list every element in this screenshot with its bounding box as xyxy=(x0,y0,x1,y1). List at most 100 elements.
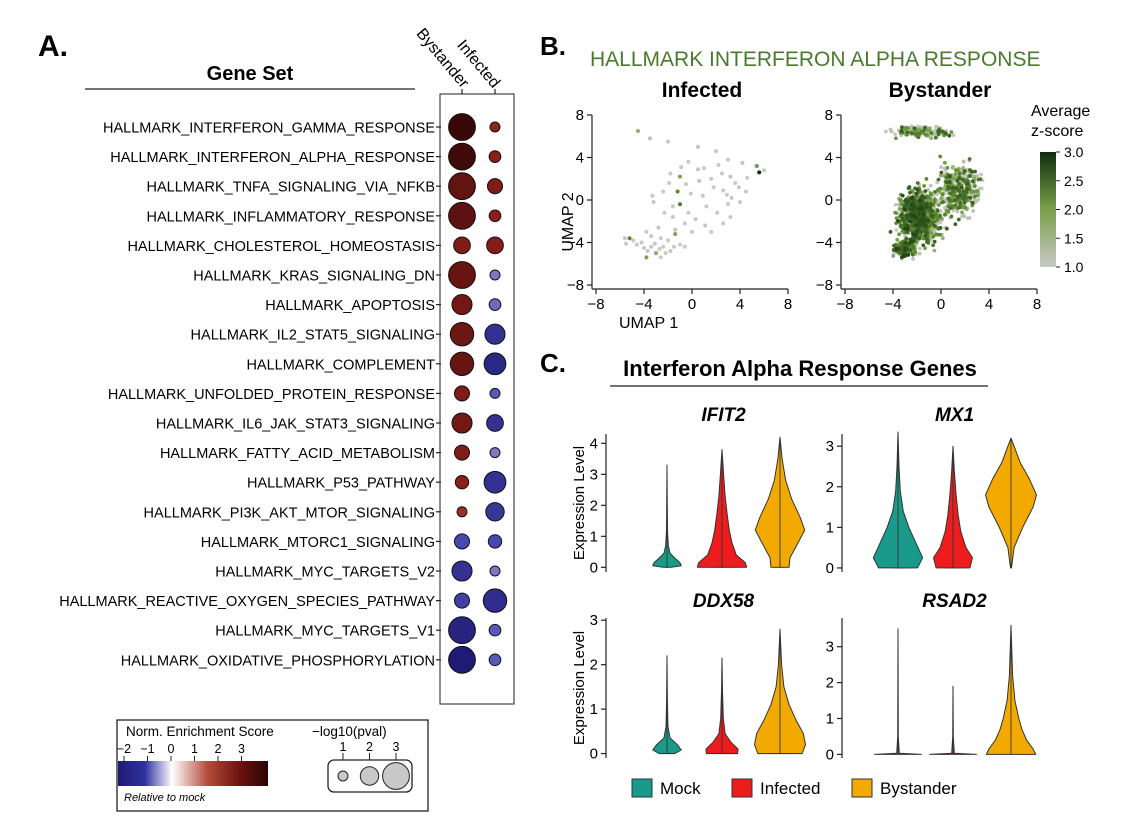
umap-point xyxy=(917,211,921,216)
umap-point xyxy=(921,236,926,241)
umap-point xyxy=(686,210,691,215)
legend-swatch-bystander xyxy=(851,778,873,798)
umap-point xyxy=(693,217,698,222)
umap-point xyxy=(936,132,941,137)
umap-point xyxy=(914,191,919,196)
umap-point xyxy=(930,227,935,232)
umap-point xyxy=(923,246,927,251)
umap-point xyxy=(957,197,962,202)
umap-point xyxy=(716,162,721,167)
umap-point xyxy=(951,176,956,181)
umap-point xyxy=(914,223,919,227)
umap-point xyxy=(910,131,914,136)
umap-point xyxy=(917,218,922,223)
umap-point xyxy=(639,240,644,245)
umap-point xyxy=(937,128,942,132)
umap-point xyxy=(978,177,983,182)
bystander-dot xyxy=(449,351,475,377)
gene-set-label: HALLMARK_FATTY_ACID_METABOLISM xyxy=(160,446,435,462)
umap-x-tick-label: 8 xyxy=(784,296,792,313)
umap-point xyxy=(894,228,899,232)
violin-panel-rsad2: RSAD2 0 1 2 3 xyxy=(826,591,1037,763)
umap-point xyxy=(908,219,913,224)
umap-point xyxy=(636,128,640,133)
umap-point xyxy=(967,157,972,161)
umap-point xyxy=(904,246,909,251)
umap-point xyxy=(958,193,963,198)
umap-point xyxy=(917,251,922,256)
umap-point xyxy=(915,181,920,185)
umap-point xyxy=(924,237,929,241)
umap-point xyxy=(720,171,724,176)
umap-point xyxy=(938,226,943,230)
infected-dot xyxy=(489,121,501,133)
umap-point xyxy=(938,154,943,159)
infected-dot xyxy=(488,298,502,311)
umap-point xyxy=(947,133,952,138)
umap-point xyxy=(702,166,706,171)
umap-point xyxy=(930,221,935,225)
colorbar-title-line1: Average xyxy=(1031,103,1090,120)
umap-point xyxy=(907,185,912,189)
bystander-dot xyxy=(448,172,476,201)
umap-point xyxy=(904,201,909,206)
umap-point xyxy=(935,188,940,193)
umap-point xyxy=(740,160,745,165)
colorbar-tick-label: 2.0 xyxy=(1064,202,1084,218)
umap-point xyxy=(899,125,904,130)
gene-set-label: HALLMARK_PI3K_AKT_MTOR_SIGNALING xyxy=(144,505,435,521)
pval-tick-label: 3 xyxy=(393,740,400,754)
umap-point xyxy=(953,222,958,227)
umap-point xyxy=(957,181,961,186)
umap-point xyxy=(910,207,914,212)
violin-y-tick-label: 2 xyxy=(590,497,598,514)
violin-panel-mx1: MX1 0 1 2 3 xyxy=(826,405,1037,577)
umap-point xyxy=(946,209,951,214)
nes-legend-ticks: −2 −1 0 1 2 3 xyxy=(117,742,245,761)
umap-point xyxy=(908,190,912,195)
panel-b-title: HALLMARK INTERFERON ALPHA RESPONSE xyxy=(590,48,1040,71)
umap-point xyxy=(923,189,928,194)
umap-point xyxy=(938,232,942,237)
umap-point xyxy=(624,241,628,246)
umap-point xyxy=(962,214,966,219)
umap-point xyxy=(648,136,652,141)
umap-point xyxy=(631,238,636,243)
umap-y-tick-label: −4 xyxy=(567,235,584,252)
umap-point xyxy=(956,217,961,222)
umap-point xyxy=(963,205,968,210)
umap-point xyxy=(951,133,956,138)
umap-x-tick-label: 4 xyxy=(736,296,744,313)
umap-point xyxy=(709,176,714,181)
umap-point xyxy=(644,255,649,260)
umap-point xyxy=(894,136,898,141)
umap-point xyxy=(958,201,963,205)
umap-point xyxy=(920,206,925,211)
bystander-dot xyxy=(454,475,470,490)
umap-point xyxy=(733,181,738,185)
umap-point xyxy=(923,132,928,137)
umap-point xyxy=(650,193,655,198)
umap-point xyxy=(939,196,944,201)
umap-point xyxy=(903,198,908,203)
umap-point xyxy=(911,232,916,237)
umap-point xyxy=(909,239,914,244)
umap-point xyxy=(957,188,961,193)
violin-gene-title: RSAD2 xyxy=(922,591,987,612)
umap-point xyxy=(714,149,718,154)
umap-point xyxy=(754,164,759,168)
umap-point xyxy=(938,213,942,218)
umap-point xyxy=(904,213,909,218)
umap-point xyxy=(906,253,911,257)
panel-b: B. HALLMARK INTERFERON ALPHA RESPONSE In… xyxy=(540,31,1090,332)
bystander-dot xyxy=(453,385,471,402)
infected-dot xyxy=(489,269,501,281)
umap-point xyxy=(915,187,920,192)
umap-point xyxy=(955,209,960,214)
umap-point xyxy=(663,251,668,256)
gene-set-label: HALLMARK_REACTIVE_OXYGEN_SPECIES_PATHWAY xyxy=(59,594,435,610)
umap-panel-infected: Infected −8 −4 0 4 8 8 4 0 −4 −8 xyxy=(567,79,792,313)
